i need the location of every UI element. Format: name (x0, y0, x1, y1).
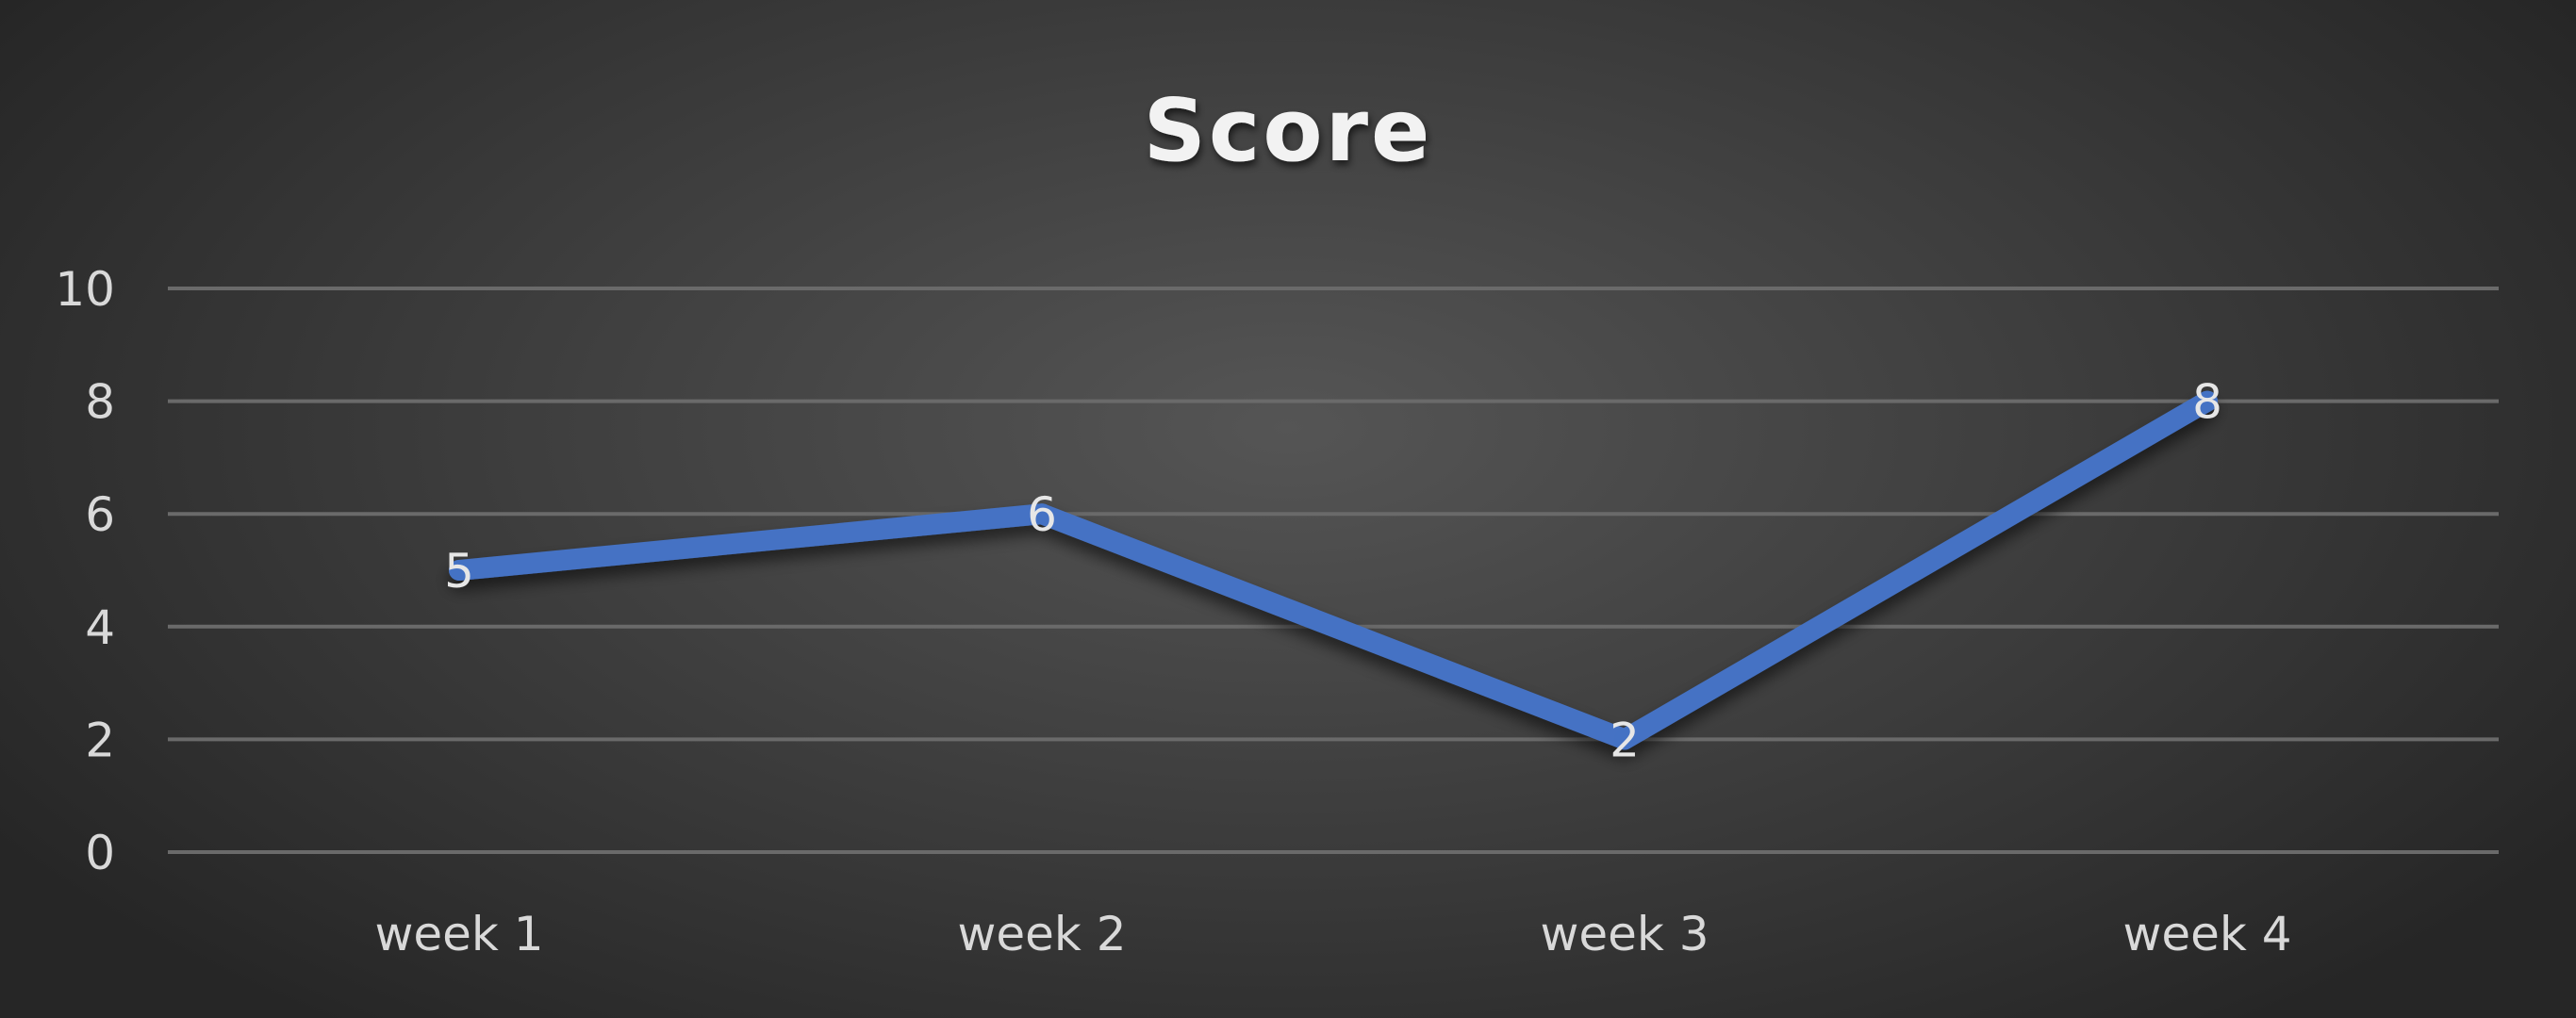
x-axis-ticks: week 1 week 2 week 3 week 4 (374, 907, 2291, 961)
data-label: 8 (2192, 375, 2222, 430)
data-label: 2 (1610, 713, 1640, 767)
data-point (2197, 390, 2218, 412)
x-tick-label: week 2 (957, 907, 1126, 961)
data-labels: 5 6 2 8 (444, 375, 2222, 768)
y-axis-ticks: 0 2 4 6 8 10 (55, 262, 115, 880)
y-tick-label: 2 (85, 713, 115, 767)
data-point (449, 560, 470, 581)
y-tick-label: 4 (85, 600, 115, 655)
y-tick-label: 10 (55, 262, 115, 317)
y-tick-label: 8 (85, 375, 115, 430)
x-tick-label: week 3 (1540, 907, 1709, 961)
series-layer (449, 390, 2218, 750)
x-tick-label: week 4 (2122, 907, 2291, 961)
data-label: 6 (1027, 487, 1057, 542)
y-tick-label: 0 (85, 826, 115, 880)
data-point (1614, 729, 1635, 750)
data-point (1032, 503, 1052, 525)
data-label: 5 (444, 544, 474, 599)
series-line (449, 390, 2218, 750)
y-tick-label: 6 (85, 487, 115, 542)
chart-title: Score (1144, 80, 1433, 181)
x-tick-label: week 1 (374, 907, 543, 961)
